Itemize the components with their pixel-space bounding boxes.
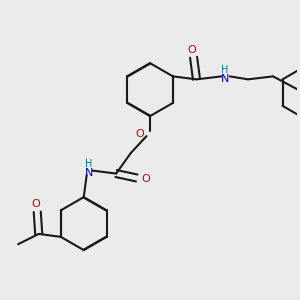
Text: O: O [135,129,144,139]
Text: O: O [188,45,197,55]
Text: O: O [141,174,150,184]
Text: O: O [32,200,40,209]
Text: N: N [221,74,229,84]
Text: H: H [85,159,93,169]
Text: N: N [85,168,93,178]
Text: H: H [221,65,229,75]
